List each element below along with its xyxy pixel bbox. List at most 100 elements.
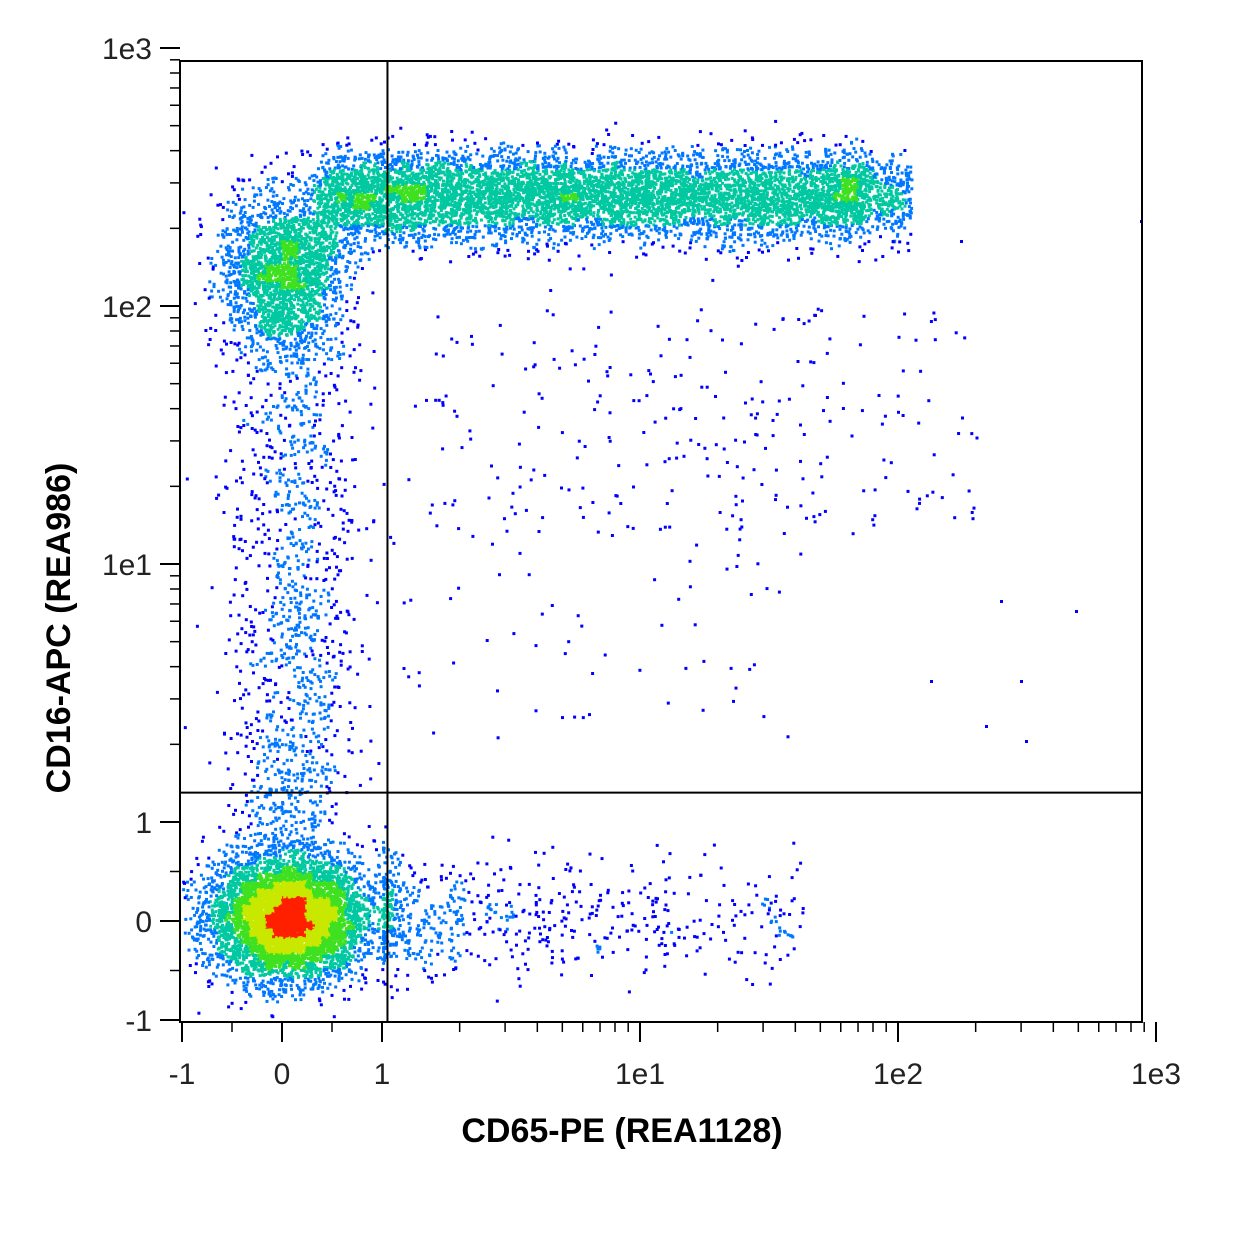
event-dot — [246, 968, 250, 972]
event-dot — [248, 915, 252, 918]
event-dot — [244, 862, 248, 866]
event-dot — [297, 933, 301, 937]
event-dot — [348, 935, 352, 939]
event-dot — [274, 846, 278, 850]
event-dot — [252, 879, 256, 883]
event-dot — [327, 971, 331, 975]
event-dot — [228, 968, 232, 972]
event-dot — [223, 862, 227, 866]
event-dot — [283, 935, 287, 939]
event-dot — [262, 937, 266, 941]
event-dot — [264, 946, 268, 950]
event-dot — [328, 876, 332, 879]
event-dot — [225, 974, 229, 978]
event-dot — [280, 979, 284, 983]
event-dot — [317, 876, 321, 880]
event-dot — [347, 906, 351, 910]
event-dot — [336, 864, 340, 868]
event-dot — [302, 875, 306, 879]
event-dot — [219, 956, 223, 960]
event-dot — [296, 882, 300, 886]
event-dot — [354, 971, 358, 975]
event-dot — [311, 848, 315, 852]
event-dot — [356, 927, 359, 931]
event-dot — [252, 954, 256, 958]
event-dot — [263, 856, 266, 860]
event-dot — [249, 963, 253, 967]
event-dot — [322, 855, 326, 859]
event-dot — [195, 932, 199, 936]
event-dot — [254, 965, 258, 969]
event-dot — [199, 927, 203, 931]
event-dot — [303, 860, 307, 864]
event-dot — [361, 973, 365, 977]
event-dot — [263, 961, 266, 965]
event-dot — [232, 888, 236, 892]
event-dot — [233, 899, 237, 902]
event-dot — [246, 921, 250, 925]
event-dot — [357, 933, 360, 937]
event-dot — [326, 874, 330, 878]
event-dot — [209, 928, 213, 932]
event-dot — [275, 891, 279, 895]
event-dot — [310, 906, 313, 910]
event-dot — [238, 946, 242, 950]
event-dot — [369, 952, 373, 955]
event-dot — [371, 946, 375, 950]
event-dot — [255, 867, 259, 870]
event-dot — [258, 987, 262, 991]
event-dot — [368, 914, 372, 917]
event-dot — [220, 882, 224, 885]
event-dot — [316, 943, 320, 947]
event-dot — [272, 862, 276, 866]
event-dot — [263, 869, 267, 873]
event-dot — [282, 866, 286, 870]
event-dot — [283, 972, 287, 976]
event-dot — [365, 896, 369, 900]
event-dot — [247, 825, 250, 829]
event-dot — [204, 912, 208, 916]
event-dot — [301, 911, 305, 915]
event-dot — [253, 967, 257, 971]
event-dot — [226, 955, 230, 959]
event-dot — [328, 962, 332, 966]
event-dot — [284, 884, 288, 887]
event-dot — [289, 814, 293, 818]
event-dot — [309, 987, 313, 991]
event-dot — [196, 863, 200, 867]
event-dot — [384, 931, 388, 934]
event-dot — [269, 969, 273, 973]
event-dot — [230, 947, 233, 951]
event-dot — [256, 907, 260, 911]
event-dot — [247, 870, 251, 874]
event-dot — [291, 975, 295, 979]
event-dot — [279, 969, 283, 972]
event-dot — [269, 947, 273, 951]
event-dot — [317, 931, 321, 935]
event-dot — [345, 965, 349, 969]
event-dot — [289, 984, 293, 988]
event-dot — [325, 863, 329, 866]
event-dot — [276, 870, 280, 874]
event-dot — [364, 968, 368, 972]
event-dot — [316, 853, 320, 857]
event-dot — [207, 918, 211, 922]
event-dot — [303, 870, 307, 874]
event-dot — [256, 857, 259, 861]
event-dot — [225, 960, 229, 964]
event-dot — [346, 891, 350, 895]
event-dot — [325, 903, 329, 907]
event-dot — [271, 859, 275, 863]
event-dot — [232, 954, 236, 958]
event-dot — [293, 962, 297, 966]
event-dot — [226, 969, 230, 973]
event-dot — [247, 893, 250, 897]
event-dot — [350, 894, 354, 898]
event-dot — [321, 853, 325, 857]
event-dot — [282, 934, 286, 938]
event-dot — [241, 953, 245, 957]
event-dot — [224, 860, 228, 864]
event-dot — [323, 904, 327, 908]
event-dot — [332, 925, 336, 929]
event-dot — [350, 851, 354, 855]
